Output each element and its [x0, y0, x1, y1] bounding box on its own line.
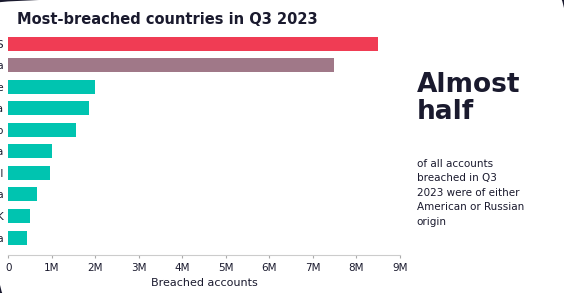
Bar: [8, 80, 95, 94]
Bar: [8, 37, 378, 51]
Bar: [8, 123, 76, 137]
Bar: [8, 144, 52, 159]
Bar: [8, 101, 89, 115]
Bar: [8, 231, 27, 245]
Bar: [8, 58, 334, 72]
X-axis label: Breached accounts: Breached accounts: [151, 278, 257, 288]
Bar: [8, 209, 30, 223]
Text: of all accounts
breached in Q3
2023 were of either
American or Russian
origin: of all accounts breached in Q3 2023 were…: [417, 159, 524, 226]
Text: Most-breached countries in Q3 2023: Most-breached countries in Q3 2023: [17, 12, 318, 27]
Text: Almost
half: Almost half: [417, 72, 520, 125]
Bar: [8, 188, 37, 202]
Bar: [8, 166, 50, 180]
